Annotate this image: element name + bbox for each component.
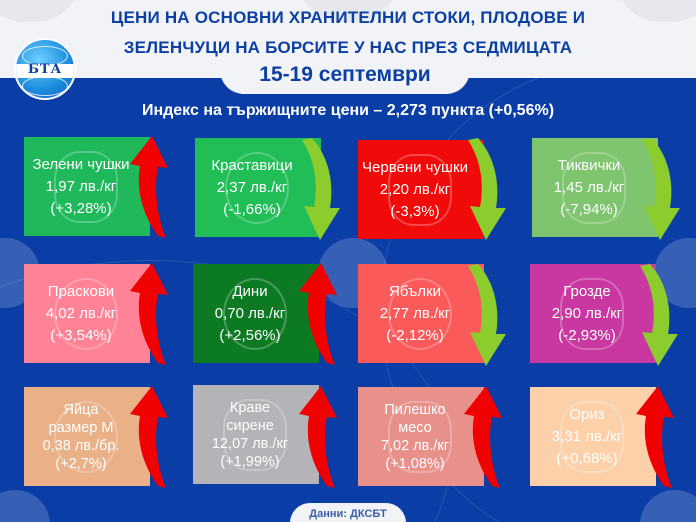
item-price: 2,77 лв./кг [379,304,451,322]
arrow-up-icon [130,136,168,238]
item-price: 7,02 лв./кг [380,437,450,454]
logo-arc [22,76,68,96]
price-card-cow-cheese: Краве сирене 12,07 лв./кг (+1,99%) [193,385,319,484]
item-name: Яйца [63,401,99,418]
item-change: (+2,56%) [219,326,281,344]
item-name: Червени чушки [362,158,468,176]
item-price: 0,70 лв./кг [214,304,286,322]
item-price: 0,38 лв./бр. [42,437,120,454]
price-card-grapes: Грозде 2,90 лв./кг (-2,93%) [530,264,656,363]
decor-shape [298,0,398,22]
item-name-line-2: месо [398,419,432,436]
title-line-2: ЗЕЛЕНЧУЦИ НА БОРСИТЕ У НАС ПРЕЗ СЕДМИЦАТ… [123,38,573,57]
arrow-down-icon [302,138,340,240]
item-name: Пилешко [384,401,446,418]
arrow-down-icon [468,264,506,366]
item-change: (-2,93%) [558,326,616,344]
item-price: 4,02 лв./кг [45,304,117,322]
logo-band [16,64,74,78]
item-name: Краве [229,399,271,416]
price-index: Индекс на тържищните цени – 2,273 пункта… [141,102,555,119]
arrow-up-icon [299,263,337,365]
arrow-down-icon [640,264,678,366]
price-card-zucchini: Тиквички 1,45 лв./кг (-7,94%) [532,138,658,237]
item-change: (-2,12%) [386,326,444,344]
item-change: (-1,66%) [223,200,281,218]
item-name: Зелени чушки [32,155,130,173]
item-name-line-2: размер М [48,419,114,436]
data-source: Данни: ДКСБТ [290,503,406,522]
price-card-eggs: Яйца размер М 0,38 лв./бр. (+2,7%) [24,387,150,486]
arrow-down-icon [468,138,506,240]
item-price: 3,31 лв./кг [551,427,623,445]
arrow-up-icon [464,386,502,488]
item-price: 2,20 лв./кг [379,180,451,198]
item-change: (+3,28%) [50,199,112,217]
item-name: Краставици [211,156,293,174]
arrow-down-icon [642,138,680,240]
item-name: Дини [232,282,268,300]
price-card-chicken: Пилешко месо 7,02 лв./кг (+1,08%) [358,387,484,486]
bta-logo: БТА [14,38,76,100]
price-card-watermelons: Дини 0,70 лв./кг (+2,56%) [193,264,319,363]
item-price: 2,90 лв./кг [551,304,623,322]
item-name: Ориз [569,405,605,423]
item-change: (+1,08%) [385,455,445,472]
item-name: Тиквички [557,156,621,174]
arrow-up-icon [130,263,168,365]
title-line-1: ЦЕНИ НА ОСНОВНИ ХРАНИТЕЛНИ СТОКИ, ПЛОДОВ… [110,8,586,27]
item-price: 12,07 лв./кг [211,435,289,452]
item-name-line-2: сирене [226,417,274,434]
item-change: (+1,99%) [220,453,280,470]
price-card-red-peppers: Червени чушки 2,20 лв./кг (-3,3%) [358,140,484,239]
arrow-up-icon [130,386,168,488]
item-change: (-3,3%) [390,202,440,220]
item-name: Праскови [47,282,115,300]
item-change: (-7,94%) [560,200,618,218]
logo-text: БТА [27,62,63,77]
arrow-up-icon [299,386,337,488]
item-price: 1,97 лв./кг [45,177,117,195]
item-price: 2,37 лв./кг [216,178,288,196]
item-price: 1,45 лв./кг [553,178,625,196]
item-change: (+3,54%) [50,326,112,344]
item-name: Ябълки [389,282,441,300]
item-change: (+0,68%) [556,449,618,467]
item-change: (+2,7%) [55,455,107,472]
arrow-up-icon [636,386,674,488]
item-name: Грозде [563,282,611,300]
date-range: 15-19 септември [220,60,470,94]
